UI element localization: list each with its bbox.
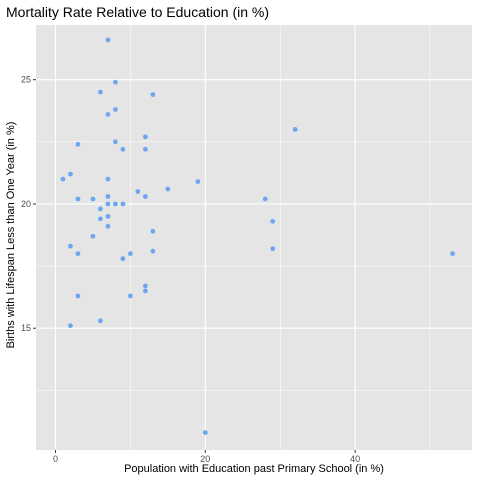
data-point xyxy=(135,189,141,194)
chart-title: Mortality Rate Relative to Education (in… xyxy=(6,4,269,20)
data-point xyxy=(120,256,126,262)
data-point xyxy=(150,92,156,97)
data-point xyxy=(75,293,81,299)
y-axis-label: Births with Lifespan Less than One Year … xyxy=(5,122,17,349)
data-point xyxy=(105,112,111,117)
data-point xyxy=(105,201,111,207)
data-point xyxy=(270,246,276,252)
x-tick-label: 20 xyxy=(200,454,210,464)
data-point xyxy=(90,196,96,202)
data-point xyxy=(98,89,103,95)
x-tick-label: 0 xyxy=(53,454,58,464)
data-points xyxy=(60,37,455,436)
data-point xyxy=(202,430,208,436)
data-point xyxy=(270,218,276,224)
data-point xyxy=(105,37,111,43)
data-point xyxy=(142,134,148,140)
y-tick-label: 20 xyxy=(21,199,31,209)
x-axis-label: Population with Education past Primary S… xyxy=(124,463,384,475)
data-point xyxy=(68,323,73,329)
data-point xyxy=(75,251,81,257)
data-point xyxy=(127,251,133,257)
x-axis-ticks: 0 20 40 xyxy=(53,450,360,464)
data-point xyxy=(142,288,148,294)
data-point xyxy=(68,171,73,177)
data-point xyxy=(105,194,111,199)
data-point xyxy=(150,228,156,234)
data-point xyxy=(75,141,81,147)
plot-panel xyxy=(36,25,472,450)
data-point xyxy=(142,283,148,289)
data-point xyxy=(120,146,126,152)
data-point xyxy=(113,201,118,207)
data-point xyxy=(262,196,268,202)
y-tick-label: 25 xyxy=(21,75,31,85)
data-point xyxy=(127,293,133,299)
data-point xyxy=(142,146,148,152)
x-tick-label: 40 xyxy=(350,454,360,464)
data-point xyxy=(113,107,118,112)
data-point xyxy=(120,201,126,207)
data-point xyxy=(292,126,298,132)
data-point xyxy=(450,251,455,257)
minor-gridlines xyxy=(36,25,472,450)
data-point xyxy=(98,206,103,212)
data-point xyxy=(105,176,111,182)
data-point xyxy=(195,179,201,184)
data-point xyxy=(150,248,156,254)
data-point xyxy=(142,194,148,199)
data-point xyxy=(60,176,66,182)
data-point xyxy=(68,243,73,249)
data-point xyxy=(165,186,171,192)
data-point xyxy=(113,79,118,85)
y-axis-ticks: 15 20 25 xyxy=(21,75,36,333)
data-point xyxy=(105,223,111,229)
data-point xyxy=(105,213,111,219)
y-tick-label: 15 xyxy=(21,323,31,333)
data-point xyxy=(98,216,103,222)
data-point xyxy=(98,318,103,324)
data-point xyxy=(75,196,81,202)
data-point xyxy=(113,139,118,145)
data-point xyxy=(90,233,96,239)
